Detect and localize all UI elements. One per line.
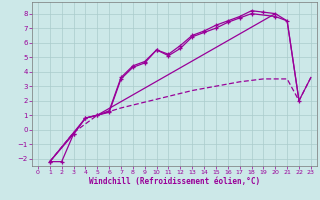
X-axis label: Windchill (Refroidissement éolien,°C): Windchill (Refroidissement éolien,°C) xyxy=(89,177,260,186)
